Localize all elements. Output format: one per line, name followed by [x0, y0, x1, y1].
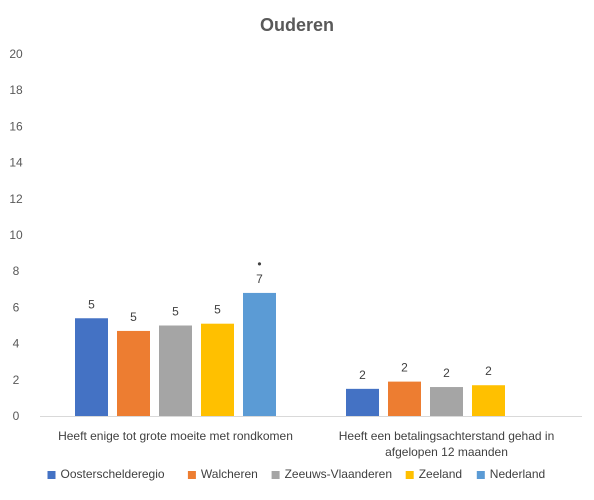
data-label: 7 [256, 272, 263, 286]
data-label: 2 [359, 368, 366, 382]
bar [472, 385, 505, 416]
bar [117, 330, 150, 416]
y-tick-label: 16 [9, 119, 23, 133]
legend-label: Walcheren [201, 467, 258, 481]
bar [75, 318, 108, 416]
category-labels: Heeft enige tot grote moeite met rondkom… [58, 429, 554, 459]
legend-swatch [476, 471, 485, 479]
legend-swatch [405, 471, 414, 479]
data-label: 5 [172, 305, 179, 319]
y-tick-label: 8 [13, 264, 20, 278]
y-tick-label: 18 [9, 83, 23, 97]
legend-label: Oosterschelderegio [61, 467, 165, 481]
bar [159, 325, 192, 416]
chart-title: Ouderen [260, 15, 334, 35]
legend-label: Zeeuws-Vlaanderen [285, 467, 392, 481]
legend: Oosterschelderegio Walcheren Zeeuws-Vlaand… [47, 467, 545, 481]
category-label: Heeft enige tot grote moeite met rondkom… [58, 429, 293, 443]
data-label: 2 [485, 364, 492, 378]
data-label: 2 [443, 366, 450, 380]
data-label: 5 [130, 310, 137, 324]
legend-swatch [271, 471, 280, 479]
significance-marker: • [257, 257, 261, 271]
y-tick-label: 0 [13, 409, 20, 423]
data-labels: 5 5 5 5 7• 2 2 2 2 [88, 257, 492, 382]
y-tick-label: 10 [9, 228, 23, 242]
y-tick-label: 14 [9, 156, 23, 170]
legend-label: Zeeland [419, 467, 462, 481]
category-label: Heeft een betalingsachterstand gehad in [339, 429, 555, 443]
y-tick-label: 6 [13, 300, 20, 314]
bar [201, 323, 234, 416]
category-label: afgelopen 12 maanden [385, 445, 508, 459]
y-tick-label: 4 [13, 337, 20, 351]
legend-swatch [187, 471, 196, 479]
bar [346, 388, 379, 416]
bar [430, 387, 463, 416]
legend-label: Nederland [490, 467, 545, 481]
y-tick-label: 2 [13, 373, 20, 387]
bar [388, 381, 421, 416]
data-label: 2 [401, 361, 408, 375]
y-tick-label: 12 [9, 192, 23, 206]
y-tick-label: 20 [9, 47, 23, 61]
bars [75, 292, 505, 416]
legend-swatch [47, 471, 56, 479]
y-axis-ticks: 0 2 4 6 8 10 12 14 16 18 20 [9, 47, 23, 423]
bar [243, 292, 276, 416]
data-label: 5 [214, 303, 221, 317]
data-label: 5 [88, 297, 95, 311]
